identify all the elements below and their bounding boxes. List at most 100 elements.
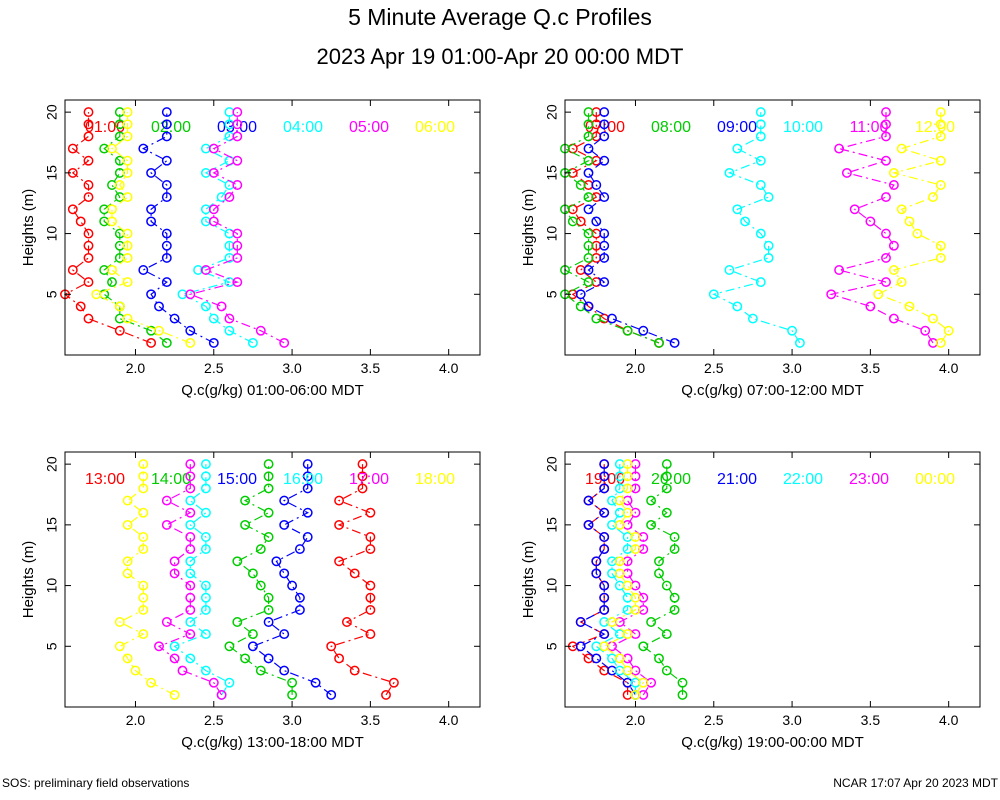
- data-point: [334, 653, 345, 664]
- data-point: [247, 568, 258, 579]
- panel-2: 07:00 08:00 09:00 10:00 11:00 12:00 2.0 2.5 3.0 3…: [520, 99, 981, 399]
- data-point: [138, 507, 149, 518]
- data-point: [240, 519, 251, 530]
- data-point: [881, 155, 891, 166]
- chart-title: 5 Minute Average Q.c Profiles: [348, 4, 652, 30]
- data-point: [943, 325, 954, 336]
- data-point: [107, 216, 117, 227]
- data-point: [161, 119, 172, 130]
- series-line-1200: [876, 112, 950, 344]
- data-point: [138, 604, 149, 615]
- data-point: [599, 544, 610, 555]
- data-point: [326, 641, 337, 652]
- data-point: [232, 240, 243, 251]
- y-tick-label: 5: [544, 290, 560, 298]
- data-point: [755, 228, 766, 239]
- data-point: [747, 313, 758, 324]
- data-point: [122, 240, 133, 251]
- data-point: [583, 495, 594, 506]
- data-point: [928, 313, 938, 324]
- data-point: [263, 471, 274, 482]
- series-line-0800: [563, 112, 660, 344]
- data-point: [247, 641, 258, 652]
- data-point: [200, 592, 211, 603]
- data-point: [341, 617, 352, 627]
- x-tick-label: 3.0: [282, 712, 302, 728]
- legend-label-1500: 15:00: [217, 471, 257, 488]
- data-point: [263, 483, 274, 494]
- data-point: [638, 677, 649, 688]
- data-point: [83, 180, 94, 190]
- data-point: [834, 265, 845, 275]
- x-tick-label: 3.0: [282, 360, 302, 376]
- data-point: [646, 617, 657, 627]
- data-point: [75, 216, 86, 227]
- data-point: [583, 277, 594, 288]
- data-point: [208, 167, 219, 178]
- data-point: [622, 507, 633, 518]
- data-point: [841, 167, 852, 178]
- axes-frame: [564, 451, 981, 708]
- data-point: [83, 277, 94, 288]
- legend-label-2000: 20:00: [651, 471, 691, 488]
- x-tick-label: 3.5: [861, 360, 881, 376]
- data-point: [896, 204, 907, 215]
- data-point: [591, 313, 602, 324]
- data-point: [357, 459, 368, 470]
- series-line-2000: [642, 464, 684, 695]
- data-point: [122, 556, 133, 567]
- data-point: [138, 592, 149, 603]
- data-point: [216, 301, 227, 312]
- data-point: [138, 532, 149, 542]
- data-point: [630, 629, 641, 640]
- data-point: [591, 556, 602, 567]
- data-point: [661, 665, 672, 676]
- y-axis-label: Heights (m): [20, 541, 37, 619]
- data-point: [169, 568, 180, 579]
- data-point: [920, 325, 931, 336]
- data-point: [591, 653, 602, 664]
- data-point: [599, 228, 610, 239]
- data-point: [185, 532, 196, 542]
- y-axis-label: Heights (m): [520, 541, 537, 619]
- data-point: [279, 568, 290, 579]
- x-tick-label: 3.5: [361, 360, 381, 376]
- series-line-1500: [251, 464, 332, 696]
- data-point: [622, 580, 633, 591]
- data-point: [583, 204, 594, 215]
- data-point: [787, 325, 798, 336]
- footer-right: NCAR 17:07 Apr 20 2023 MDT: [833, 776, 998, 790]
- series-line-1700: [157, 464, 223, 696]
- x-tick-label: 2.5: [204, 360, 224, 376]
- x-tick-label: 2.0: [626, 712, 646, 728]
- data-point: [302, 483, 313, 494]
- data-point: [614, 519, 625, 530]
- data-point: [583, 192, 594, 203]
- data-point: [185, 556, 196, 567]
- series-line-1100: [828, 112, 934, 344]
- data-point: [138, 580, 149, 591]
- data-point: [83, 107, 94, 118]
- data-point: [138, 459, 149, 470]
- data-point: [224, 192, 235, 203]
- data-point: [122, 495, 133, 506]
- data-point: [75, 301, 86, 312]
- data-point: [224, 641, 235, 652]
- data-point: [200, 265, 211, 275]
- legend-label-0700: 07:00: [585, 119, 625, 136]
- series-line-2300: [610, 464, 652, 696]
- data-point: [888, 313, 899, 324]
- data-point: [169, 653, 180, 664]
- data-point: [654, 556, 664, 567]
- data-point: [255, 325, 266, 336]
- legend-label-1600: 16:00: [283, 471, 323, 488]
- legend-label-0000: 00:00: [915, 471, 955, 488]
- data-point: [185, 459, 196, 470]
- series-line-2100: [579, 464, 637, 696]
- data-point: [755, 155, 766, 166]
- data-point: [834, 143, 845, 154]
- data-point: [185, 289, 196, 300]
- data-point: [232, 277, 243, 288]
- data-point: [122, 313, 133, 324]
- data-point: [349, 568, 360, 579]
